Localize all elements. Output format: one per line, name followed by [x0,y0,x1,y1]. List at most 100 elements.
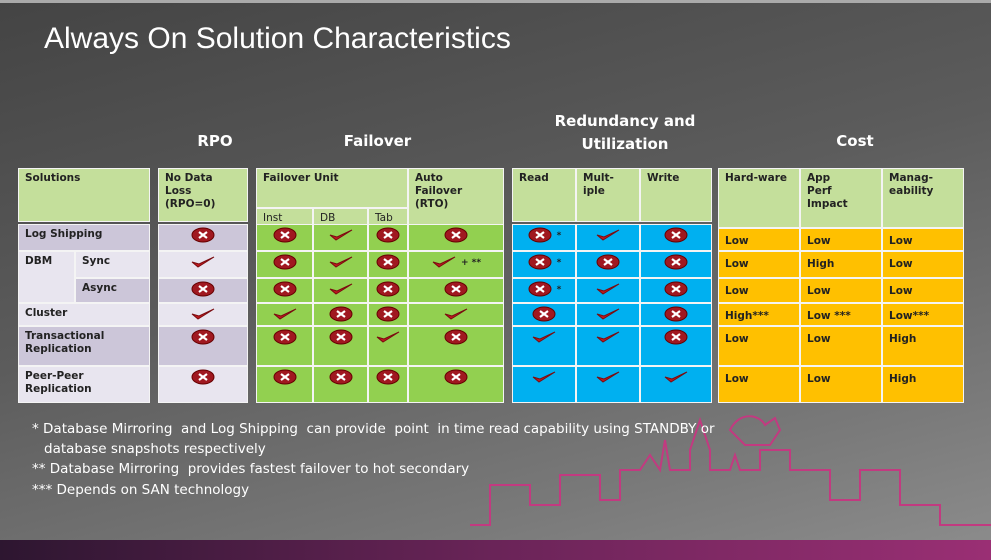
text-line: (RTO) [415,198,449,210]
cross-icon [664,227,688,243]
check-icon [273,308,296,320]
group-title: Failover [343,132,412,150]
inst-cell [256,224,313,251]
cross-icon [191,281,215,297]
inst-cell [256,326,313,366]
text-line: iple [583,185,605,197]
cross-icon [376,281,400,297]
cost-cell: High [800,251,882,278]
text-line: (RPO=0) [165,198,216,210]
group-title: Redundancy and Utilization [530,110,720,158]
check-icon [596,283,620,295]
auto-cell [408,278,504,303]
tab-cell [368,251,408,278]
slide-title: Always On Solution Characteristics [44,22,511,55]
read-cell [512,326,576,366]
check-icon [376,331,400,343]
write-cell [640,251,712,278]
cost-cell: Low [882,251,964,278]
cost-cell: High*** [718,303,800,326]
cross-icon [528,254,552,270]
solution-cell: Log Shipping [18,224,150,251]
cross-icon [444,369,468,385]
cost-cell: Low [718,228,800,251]
note: + ** [460,258,482,268]
db-cell [313,251,368,278]
rpo-cell [158,251,248,278]
solution-cell: DBM [18,251,75,303]
check-icon [596,229,620,241]
multiple-cell [576,224,640,251]
solution-cell: Async [75,278,150,303]
check-icon [664,371,688,383]
check-icon [329,229,352,241]
cost-cell: Low [718,251,800,278]
cross-icon [191,227,215,243]
rpo-cell [158,278,248,303]
cost-cell: Low [718,366,800,403]
text-line: Redundancy and [554,112,696,130]
cross-icon [329,329,352,345]
cross-icon [664,306,688,322]
write-cell [640,278,712,303]
multiple-cell [576,251,640,278]
check-icon [329,256,352,268]
db-cell [313,326,368,366]
cost-cell: High [882,366,964,403]
check-icon [191,308,215,320]
text-line: eability [889,185,934,197]
multiple-cell [576,366,640,403]
cross-icon [664,329,688,345]
check-icon [329,283,352,295]
solution-cell: Cluster [18,303,150,326]
cost-cell: Low [800,366,882,403]
check-icon [596,331,620,343]
multiple-cell [576,278,640,303]
db-cell [313,366,368,403]
read-cell [512,303,576,326]
footnote: database snapshots respectively [44,441,266,457]
bottom-bar [0,540,991,560]
check-icon [596,308,620,320]
check-icon [532,331,556,343]
auto-cell [408,224,504,251]
note: * [556,285,562,295]
note: * [556,231,562,241]
rpo-cell [158,224,248,251]
text-line: Impact [807,198,848,210]
write-cell [640,366,712,403]
header-cell: Auto Failover (RTO) [408,168,504,230]
group-title: RPO [197,132,233,150]
read-cell: * [512,251,576,278]
text-line: Mult- [583,172,614,184]
text-line: Perf [807,185,832,197]
cross-icon [273,329,296,345]
cross-icon [376,306,400,322]
text-line: Auto [415,172,443,184]
check-icon [596,371,620,383]
cost-cell: High [882,326,964,366]
text-line: Utilization [581,135,669,153]
header-cell: Failover Unit [256,168,408,208]
cross-icon [329,369,352,385]
header-cell: Solutions [18,168,150,222]
cross-icon [329,306,352,322]
tab-cell [368,303,408,326]
footnote: *** Depends on SAN technology [32,482,250,498]
cross-icon [273,254,296,270]
inst-cell [256,251,313,278]
cross-icon [191,329,215,345]
cross-icon [273,227,296,243]
cost-cell: Low [800,228,882,251]
read-cell [512,366,576,403]
write-cell [640,303,712,326]
cost-cell: Low [882,278,964,303]
cross-icon [376,369,400,385]
rpo-cell [158,303,248,326]
tab-cell [368,366,408,403]
check-icon [532,371,556,383]
rpo-cell [158,326,248,366]
inst-cell [256,366,313,403]
header-cell: Hard-ware [718,168,800,228]
